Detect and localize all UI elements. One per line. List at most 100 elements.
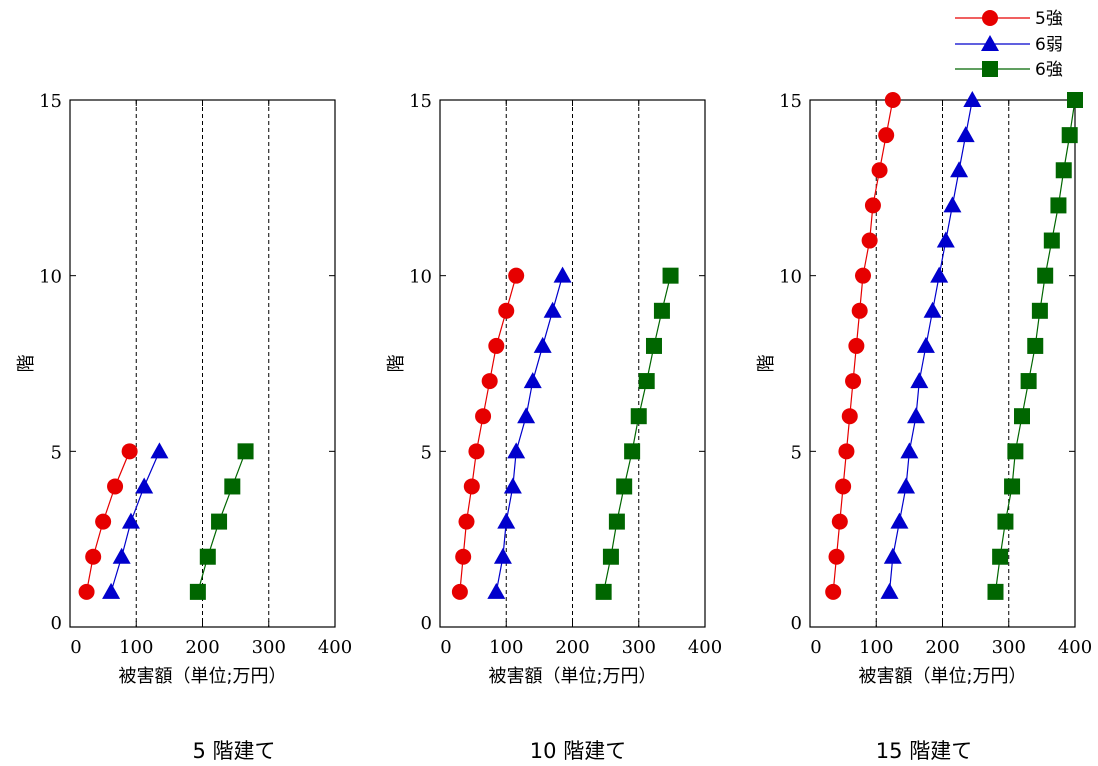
caption-panel-3: 15 階建て	[876, 739, 972, 763]
data-point-6kyo	[1037, 267, 1054, 284]
series-5kyo	[78, 443, 138, 600]
data-point-6kyo	[1061, 127, 1078, 144]
data-point-5kyo	[878, 127, 895, 144]
legend-marker-5kyo	[982, 10, 998, 26]
data-point-6kyo	[602, 548, 619, 565]
x-tick-label: 300	[992, 637, 1026, 658]
data-point-5kyo	[498, 302, 515, 319]
data-point-5kyo	[121, 443, 138, 460]
data-point-6jaku	[897, 477, 916, 494]
y-tick-label: 5	[421, 442, 432, 463]
x-tick-label: 0	[70, 637, 81, 658]
x-axis-title: 被害額（単位;万円）	[858, 666, 1026, 687]
data-point-5kyo	[78, 583, 95, 600]
data-point-6kyo	[992, 548, 1009, 565]
data-point-5kyo	[838, 443, 855, 460]
y-tick-label: 5	[791, 442, 802, 463]
y-tick-label: 0	[51, 613, 62, 634]
data-point-6kyo	[1055, 162, 1072, 179]
data-point-6kyo	[1020, 373, 1037, 390]
data-point-6kyo	[595, 583, 612, 600]
data-point-5kyo	[855, 267, 871, 284]
data-point-6jaku	[517, 407, 536, 424]
series-6jaku	[880, 91, 982, 599]
data-point-6jaku	[923, 301, 942, 318]
series-line-6kyo	[603, 275, 672, 592]
series-5kyo	[451, 267, 525, 600]
series-6jaku	[487, 266, 572, 599]
data-point-5kyo	[95, 513, 112, 530]
data-point-5kyo	[451, 583, 468, 600]
series-5kyo	[825, 92, 901, 600]
x-tick-label: 300	[622, 637, 656, 658]
data-point-5kyo	[488, 337, 505, 354]
data-point-6kyo	[638, 373, 655, 390]
data-point-6kyo	[211, 513, 228, 530]
data-point-6kyo	[1067, 92, 1083, 108]
data-point-6kyo	[1043, 232, 1060, 249]
legend-marker-6kyo	[982, 61, 998, 77]
data-point-6jaku	[916, 336, 935, 353]
data-point-5kyo	[861, 232, 878, 249]
chart-panel-1: 0 100 200 300 400 0 5 10 15 被害額（単位;万円） 階	[16, 91, 352, 687]
x-tick-label: 200	[925, 637, 959, 658]
caption-panel-1: 5 階建て	[192, 739, 275, 763]
data-point-5kyo	[841, 408, 858, 425]
data-point-5kyo	[864, 197, 881, 214]
series-6kyo	[987, 92, 1083, 600]
data-point-5kyo	[85, 548, 102, 565]
data-point-6kyo	[630, 408, 647, 425]
x-tick-label: 100	[859, 637, 893, 658]
data-point-5kyo	[458, 513, 475, 530]
x-tick-label: 0	[440, 637, 451, 658]
data-point-6jaku	[487, 582, 506, 599]
data-point-6kyo	[1004, 478, 1021, 495]
data-point-6jaku	[943, 196, 962, 213]
data-point-6kyo	[624, 443, 641, 460]
data-point-6jaku	[507, 442, 526, 459]
data-point-5kyo	[871, 162, 888, 179]
x-tick-label: 100	[489, 637, 523, 658]
series-line-6jaku	[495, 275, 564, 592]
data-point-6kyo	[1031, 302, 1048, 319]
x-tick-label: 400	[318, 637, 352, 658]
data-point-6kyo	[662, 267, 679, 284]
data-point-6jaku	[910, 372, 929, 389]
data-point-6jaku	[493, 547, 512, 564]
x-tick-label: 200	[555, 637, 589, 658]
data-point-6kyo	[987, 583, 1004, 600]
data-point-6jaku	[930, 266, 949, 283]
data-point-6kyo	[997, 513, 1014, 530]
data-point-6jaku	[883, 547, 902, 564]
data-point-6kyo	[608, 513, 625, 530]
legend-label-5kyo: 5強	[1035, 9, 1063, 29]
data-point-6kyo	[653, 302, 670, 319]
series-line-5kyo	[459, 275, 517, 592]
data-point-6jaku	[533, 336, 552, 353]
data-point-6jaku	[880, 582, 899, 599]
data-point-6kyo	[1027, 337, 1044, 354]
x-tick-label: 400	[688, 637, 722, 658]
data-point-6kyo	[199, 548, 216, 565]
series-6kyo	[189, 443, 254, 600]
chart-panel-2: 0 100 200 300 400 0 5 10 15 被害額（単位;万円） 階	[386, 91, 722, 687]
data-point-5kyo	[825, 583, 842, 600]
y-tick-label: 0	[791, 613, 802, 634]
data-point-6jaku	[497, 512, 516, 529]
data-point-6kyo	[1050, 197, 1067, 214]
y-tick-label: 0	[421, 613, 432, 634]
y-tick-label: 15	[39, 91, 62, 112]
data-point-6kyo	[189, 583, 206, 600]
data-point-6jaku	[956, 126, 975, 143]
y-axis-title: 階	[386, 355, 407, 373]
data-point-6jaku	[963, 91, 982, 107]
y-tick-label: 15	[409, 91, 432, 112]
data-point-6jaku	[150, 442, 169, 459]
data-point-6jaku	[503, 477, 522, 494]
data-point-5kyo	[848, 337, 865, 354]
data-point-5kyo	[481, 373, 498, 390]
data-point-5kyo	[455, 548, 472, 565]
data-point-5kyo	[463, 478, 480, 495]
x-tick-label: 300	[252, 637, 286, 658]
